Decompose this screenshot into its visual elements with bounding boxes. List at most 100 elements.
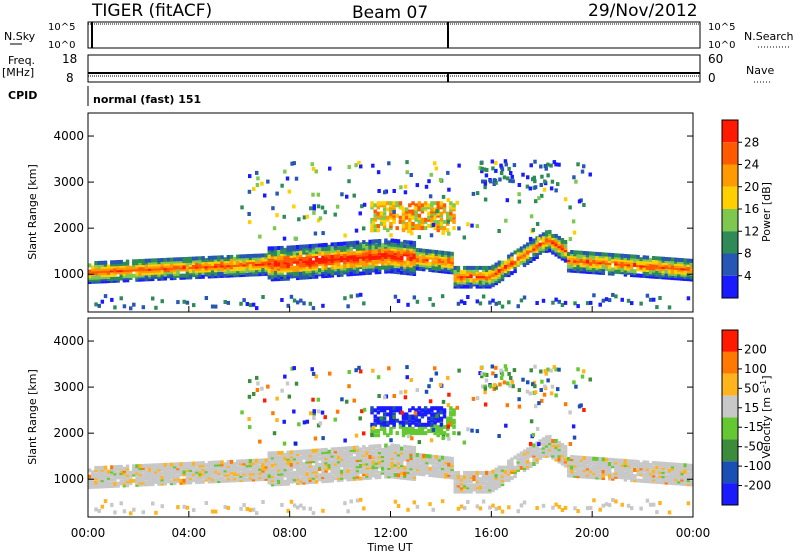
velocity-cell bbox=[261, 475, 265, 479]
power-cell bbox=[324, 245, 328, 249]
nsearch-label: N.Search bbox=[744, 30, 794, 43]
velocity-cell bbox=[373, 433, 377, 438]
velocity-cell bbox=[456, 470, 461, 475]
power-cell bbox=[289, 262, 294, 266]
velocity-cell bbox=[273, 465, 278, 470]
power-cell bbox=[560, 303, 565, 307]
power-cell bbox=[570, 256, 574, 261]
power-cell bbox=[463, 272, 467, 277]
velocity-cell bbox=[412, 464, 417, 469]
power-cell bbox=[349, 272, 353, 277]
velocity-cell bbox=[636, 468, 640, 473]
power-cell bbox=[151, 260, 155, 265]
power-cell bbox=[661, 267, 665, 272]
power-cell bbox=[455, 200, 459, 205]
velocity-cell bbox=[589, 468, 593, 473]
velocity-cell bbox=[283, 454, 287, 459]
power-cell bbox=[371, 266, 376, 271]
power-cell bbox=[359, 263, 363, 268]
power-cell bbox=[286, 303, 290, 308]
power-cell bbox=[226, 269, 231, 274]
velocity-cell bbox=[598, 457, 602, 462]
velocity-cell bbox=[437, 455, 442, 460]
velocity-cell bbox=[119, 475, 123, 480]
power-cell bbox=[267, 273, 272, 278]
velocity-cell bbox=[355, 456, 360, 460]
power-cell bbox=[570, 268, 574, 273]
velocity-cell bbox=[270, 467, 275, 472]
power-cell bbox=[459, 278, 464, 283]
power-cell bbox=[500, 268, 505, 273]
power-cell bbox=[232, 258, 237, 263]
power-cell bbox=[601, 268, 606, 273]
power-cell bbox=[236, 267, 240, 271]
power-cell bbox=[485, 272, 489, 277]
velocity-cell bbox=[689, 465, 694, 470]
power-cell bbox=[393, 261, 398, 266]
power-cell bbox=[456, 272, 461, 277]
power-cell bbox=[283, 274, 287, 279]
power-cell bbox=[636, 254, 640, 259]
power-cell bbox=[255, 253, 259, 258]
power-cell bbox=[283, 256, 287, 261]
power-cell bbox=[110, 264, 114, 269]
power-cell bbox=[626, 254, 631, 259]
power-cell bbox=[433, 209, 437, 214]
velocity-cell bbox=[658, 469, 662, 474]
power-cell bbox=[355, 240, 360, 245]
velocity-ytick-label: 4000 bbox=[53, 334, 84, 348]
power-cell bbox=[373, 228, 377, 233]
power-cell bbox=[273, 277, 278, 282]
power-cell bbox=[576, 250, 580, 255]
velocity-cell bbox=[576, 367, 580, 372]
velocity-cell bbox=[415, 459, 420, 464]
power-cell bbox=[374, 270, 379, 275]
velocity-cell bbox=[447, 464, 451, 469]
velocity-cell bbox=[670, 474, 675, 479]
power-cell bbox=[277, 252, 281, 257]
velocity-cell bbox=[500, 482, 505, 487]
power-cell bbox=[554, 297, 558, 302]
power-cell bbox=[271, 206, 275, 211]
power-cell bbox=[541, 236, 546, 241]
velocity-cell bbox=[286, 460, 290, 465]
velocity-cell bbox=[384, 474, 388, 479]
power-cell bbox=[195, 258, 199, 263]
velocity-cell bbox=[160, 479, 164, 484]
velocity-cell bbox=[362, 449, 366, 454]
velocity-cell bbox=[261, 500, 265, 504]
velocity-cell bbox=[585, 466, 590, 471]
velocity-cell bbox=[507, 371, 511, 376]
power-cell bbox=[141, 267, 146, 272]
power-cell bbox=[384, 246, 388, 251]
velocity-cell bbox=[94, 472, 98, 477]
power-cell bbox=[393, 267, 398, 272]
power-cell bbox=[359, 248, 363, 253]
velocity-cell bbox=[376, 375, 381, 380]
velocity-cell bbox=[497, 478, 502, 482]
power-cell bbox=[314, 256, 319, 260]
velocity-colorbar-swatch bbox=[722, 417, 738, 440]
power-cell bbox=[412, 270, 417, 274]
velocity-cell bbox=[661, 463, 665, 468]
power-cell bbox=[642, 274, 647, 278]
velocity-cell bbox=[210, 479, 215, 484]
velocity-cell bbox=[132, 507, 136, 512]
velocity-cell bbox=[472, 475, 476, 480]
power-cell bbox=[601, 260, 606, 265]
velocity-cell bbox=[430, 416, 434, 421]
power-cell bbox=[242, 254, 246, 259]
power-cell bbox=[670, 261, 675, 266]
power-cell bbox=[154, 266, 158, 271]
velocity-cell bbox=[582, 468, 587, 473]
power-cell bbox=[343, 262, 347, 267]
power-cell bbox=[414, 217, 418, 222]
power-cell bbox=[442, 209, 447, 214]
velocity-cell bbox=[103, 467, 108, 472]
power-cell bbox=[466, 268, 470, 272]
power-cell bbox=[440, 250, 445, 255]
power-cell bbox=[359, 261, 363, 266]
velocity-cell bbox=[620, 458, 624, 463]
power-cell bbox=[166, 274, 171, 279]
power-cell bbox=[683, 270, 687, 275]
